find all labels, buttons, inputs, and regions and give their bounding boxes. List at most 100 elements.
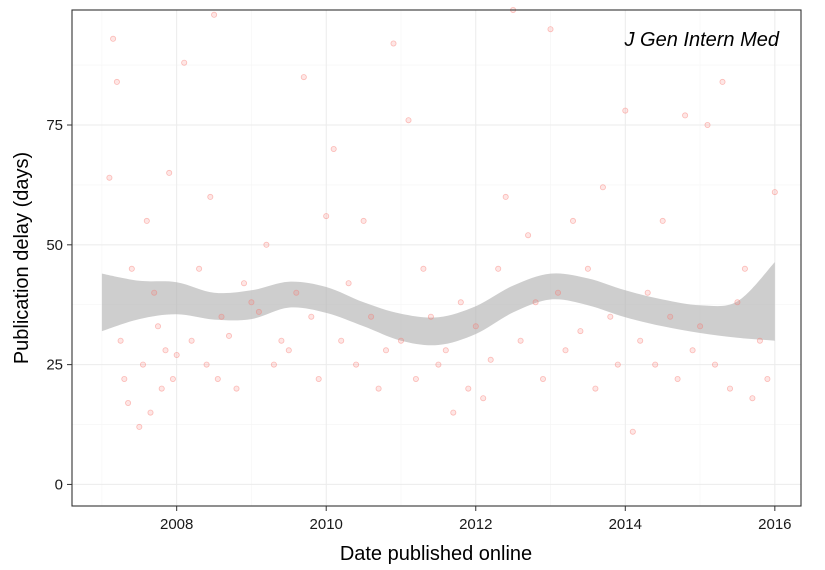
data-point: [300, 74, 307, 81]
data-point: [315, 375, 322, 382]
x-axis: 2008 2010 2012 2014 2016: [160, 506, 792, 533]
confidence-band: [101, 262, 775, 346]
data-point: [330, 145, 337, 152]
data-point: [659, 217, 666, 224]
data-point: [169, 375, 176, 382]
data-point: [207, 193, 214, 200]
data-points-layer: [106, 7, 778, 435]
data-point: [113, 78, 120, 85]
data-point: [637, 337, 644, 344]
data-point: [353, 361, 360, 368]
plot-panel: [72, 10, 801, 506]
data-point: [211, 11, 218, 18]
data-point: [719, 78, 726, 85]
data-point: [584, 265, 591, 272]
y-tick-label: 0: [55, 476, 63, 493]
data-point: [117, 337, 124, 344]
data-point: [472, 323, 479, 330]
data-point: [263, 241, 270, 248]
data-point: [173, 351, 180, 358]
data-point: [487, 356, 494, 363]
data-point: [106, 174, 113, 181]
data-point: [285, 347, 292, 354]
x-axis-title: Date published online: [340, 543, 532, 565]
data-point: [128, 265, 135, 272]
data-point: [293, 289, 300, 296]
data-point: [270, 361, 277, 368]
data-point: [577, 328, 584, 335]
data-point: [756, 337, 763, 344]
data-point: [125, 399, 132, 406]
data-point: [450, 409, 457, 416]
data-point: [712, 361, 719, 368]
data-point: [139, 361, 146, 368]
data-point: [420, 265, 427, 272]
data-point: [599, 184, 606, 191]
data-point: [592, 385, 599, 392]
data-point: [674, 375, 681, 382]
data-point: [427, 313, 434, 320]
chart-title: J Gen Intern Med: [623, 29, 779, 51]
data-point: [147, 409, 154, 416]
y-tick-label: 75: [46, 117, 63, 134]
data-point: [764, 375, 771, 382]
data-point: [136, 423, 143, 430]
data-point: [442, 347, 449, 354]
data-point: [188, 337, 195, 344]
data-point: [121, 375, 128, 382]
data-point: [233, 385, 240, 392]
data-point: [734, 299, 741, 306]
data-point: [375, 385, 382, 392]
data-point: [196, 265, 203, 272]
data-point: [629, 428, 636, 435]
data-point: [727, 385, 734, 392]
data-point: [405, 117, 412, 124]
data-point: [162, 347, 169, 354]
x-tick-label: 2008: [160, 516, 193, 533]
data-point: [345, 280, 352, 287]
data-point: [166, 169, 173, 176]
y-tick-label: 50: [46, 237, 63, 254]
x-tick-label: 2010: [310, 516, 343, 533]
data-point: [495, 265, 502, 272]
y-axis-title: Publication delay (days): [11, 152, 33, 364]
data-point: [532, 299, 539, 306]
major-grid: [72, 10, 801, 506]
data-point: [151, 289, 158, 296]
data-point: [154, 323, 161, 330]
data-point: [255, 308, 262, 315]
data-point: [741, 265, 748, 272]
data-point: [412, 375, 419, 382]
y-axis: 0 25 50 75: [46, 117, 72, 493]
data-point: [382, 347, 389, 354]
data-point: [644, 289, 651, 296]
data-point: [143, 217, 150, 224]
data-point: [338, 337, 345, 344]
data-point: [323, 213, 330, 220]
data-point: [682, 112, 689, 119]
x-tick-label: 2016: [758, 516, 791, 533]
data-point: [667, 313, 674, 320]
data-point: [547, 26, 554, 33]
data-point: [517, 337, 524, 344]
data-point: [771, 189, 778, 196]
data-point: [562, 347, 569, 354]
data-point: [360, 217, 367, 224]
data-point: [435, 361, 442, 368]
data-point: [704, 122, 711, 129]
data-point: [555, 289, 562, 296]
data-point: [540, 375, 547, 382]
data-point: [390, 40, 397, 47]
data-point: [607, 313, 614, 320]
data-point: [465, 385, 472, 392]
data-point: [525, 232, 532, 239]
data-point: [158, 385, 165, 392]
data-point: [697, 323, 704, 330]
data-point: [203, 361, 210, 368]
data-point: [652, 361, 659, 368]
data-point: [457, 299, 464, 306]
data-point: [308, 313, 315, 320]
panel-border: [71, 9, 802, 507]
data-point: [278, 337, 285, 344]
confidence-band-layer: [101, 262, 775, 346]
